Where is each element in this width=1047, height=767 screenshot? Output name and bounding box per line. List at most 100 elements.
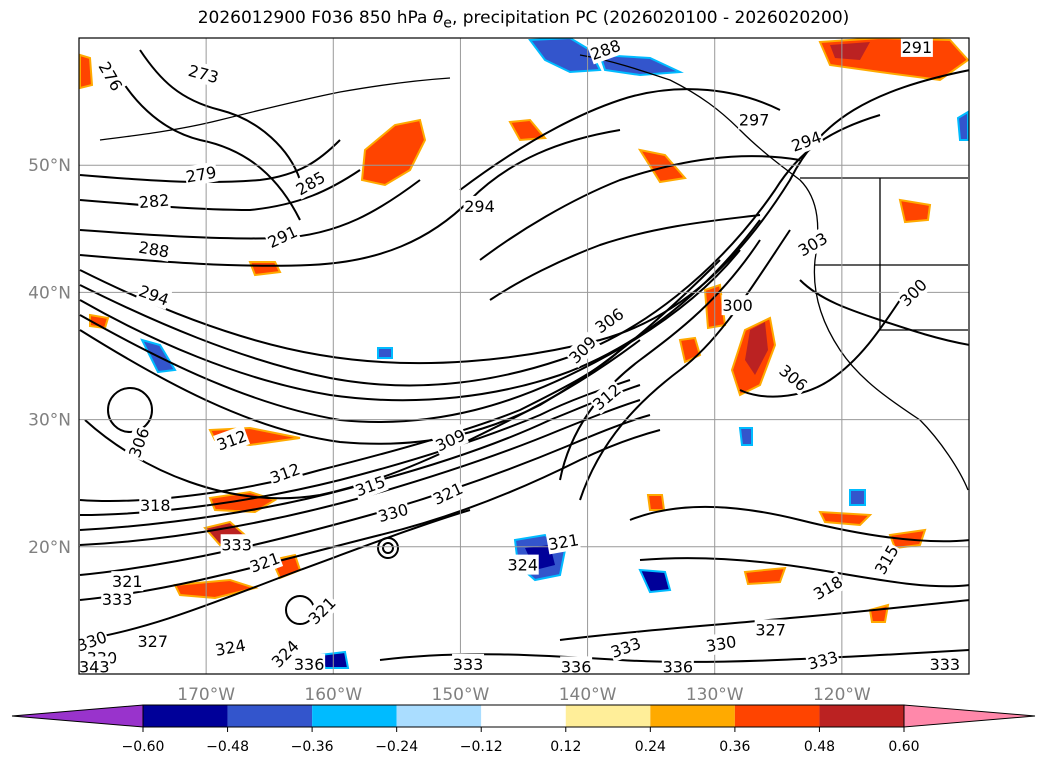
contour-label-bg xyxy=(185,59,222,88)
colorbar-tick-label: −0.12 xyxy=(460,739,503,755)
colorbar-extend-low xyxy=(11,704,144,728)
contour-label: 333 xyxy=(221,535,252,554)
contour-label: 333 xyxy=(453,655,484,674)
contour-label-bg xyxy=(137,189,171,213)
lat-tick-label: 40°N xyxy=(28,283,71,303)
contour-label: 318 xyxy=(140,496,171,515)
colorbar-tick-label: 0.48 xyxy=(804,739,835,755)
colorbar-segment xyxy=(396,705,482,727)
lon-tick-label: 130°W xyxy=(686,685,744,705)
contour-label-bg xyxy=(703,630,739,657)
contour-label-bg xyxy=(351,470,389,501)
contour-label-bg xyxy=(135,280,173,310)
contour-label-bg xyxy=(246,547,284,577)
contour-label-bg xyxy=(213,425,251,455)
map-title: 2026012900 F036 850 hPa θe, precipitatio… xyxy=(197,8,850,32)
lon-tick-label: 120°W xyxy=(813,685,871,705)
coastlines xyxy=(99,54,969,491)
contour-label-bg xyxy=(293,653,326,674)
contour-label-bg xyxy=(793,227,832,261)
contour-label-bg xyxy=(564,331,601,369)
longitude-ticks: 170°W 160°W 150°W 140°W 130°W 120°W xyxy=(177,685,871,705)
colorbar-segment xyxy=(227,705,313,727)
contour-label: 343 xyxy=(79,657,110,676)
colorbar: −0.60 −0.48 −0.36 −0.24 −0.12 0.12 0.24 0.36 0.4… xyxy=(11,704,1036,755)
colorbar-segment xyxy=(819,705,904,727)
contour-label-bg xyxy=(79,626,111,656)
colorbar-segment xyxy=(481,705,566,727)
colorbar-segment xyxy=(143,705,228,727)
contour-label-bg xyxy=(94,57,128,96)
contour-label-bg xyxy=(303,592,341,629)
contour-label: 333 xyxy=(102,590,133,609)
contour-label: 327 xyxy=(755,620,786,639)
contour-label-bg xyxy=(804,646,841,674)
colorbar-frame xyxy=(142,704,905,728)
contour-label: 336 xyxy=(294,655,325,674)
contour-label-bg xyxy=(560,656,593,674)
lat-tick-label: 50°N xyxy=(28,156,71,176)
contour-label-bg xyxy=(661,656,694,674)
colorbar-tick-label: 0.60 xyxy=(888,739,919,755)
colorbar-segment xyxy=(312,705,397,727)
contour-label-bg xyxy=(900,38,933,57)
lon-tick-label: 160°W xyxy=(304,685,362,705)
colorbar-segment xyxy=(734,705,820,727)
colorbar-tick-label: 0.24 xyxy=(635,739,666,755)
lon-tick-label: 170°W xyxy=(177,685,235,705)
contour-label-bg xyxy=(266,458,304,488)
contour-label-bg xyxy=(136,630,169,651)
contour-label-bg xyxy=(212,634,248,660)
contour-label: 336 xyxy=(663,657,694,676)
latitude-ticks: 20°N 30°N 40°N 50°N xyxy=(28,156,71,558)
lat-tick-label: 30°N xyxy=(28,411,71,431)
contour-label-bg xyxy=(721,295,754,316)
contour-label-bg xyxy=(506,554,539,575)
contour-label-bg xyxy=(587,378,626,415)
colorbar-tick-label: −0.36 xyxy=(291,739,334,755)
contour-label-bg xyxy=(374,498,412,527)
contour-label-bg xyxy=(263,220,302,253)
contour-label-bg xyxy=(266,635,304,673)
contour-label-bg xyxy=(139,494,172,515)
contour-label: 336 xyxy=(561,657,592,676)
contour-label: 324 xyxy=(507,556,538,575)
contour-label: 291 xyxy=(902,38,933,57)
contour-label: 297 xyxy=(739,110,770,129)
contour-label-bg xyxy=(545,529,581,555)
colorbar-tick-label: −0.48 xyxy=(206,739,249,755)
contour-label-bg xyxy=(607,632,645,663)
colorbar-extend-high xyxy=(903,704,1036,728)
contour-label-bg xyxy=(101,588,134,609)
contour-label-bg xyxy=(431,424,469,456)
contour-label: 282 xyxy=(138,191,170,213)
contour-label-bg xyxy=(869,540,904,579)
contour-label-bg xyxy=(220,534,253,555)
lon-tick-label: 140°W xyxy=(559,685,617,705)
map-frame xyxy=(78,37,970,675)
contour-label-bg xyxy=(183,161,219,187)
contour-label-bg xyxy=(79,656,111,674)
contour-label-bg xyxy=(738,109,771,130)
contour-label-bg xyxy=(291,166,330,200)
contour-label: 321 xyxy=(112,572,143,591)
lon-tick-label: 150°W xyxy=(432,685,490,705)
contour-label-bg xyxy=(463,195,496,216)
contour-label-bg xyxy=(586,38,624,65)
lat-tick-label: 20°N xyxy=(28,538,71,558)
contour-label-bg xyxy=(754,619,787,640)
contour-label-bg xyxy=(123,424,154,461)
contour-label-bg xyxy=(136,236,172,262)
contour-label: 327 xyxy=(137,632,168,651)
contour-label: 333 xyxy=(930,655,961,674)
colorbar-segment xyxy=(565,705,651,727)
contour-label-bg xyxy=(928,653,961,674)
contour-label-bg xyxy=(590,303,629,338)
colorbar-tick-label: 0.36 xyxy=(719,739,750,755)
contour-label-bg xyxy=(452,653,485,674)
contour-label-bg xyxy=(787,126,825,156)
contour-label: 294 xyxy=(464,197,495,216)
contour-label-bg xyxy=(774,359,813,396)
contour-label: 300 xyxy=(722,296,753,315)
